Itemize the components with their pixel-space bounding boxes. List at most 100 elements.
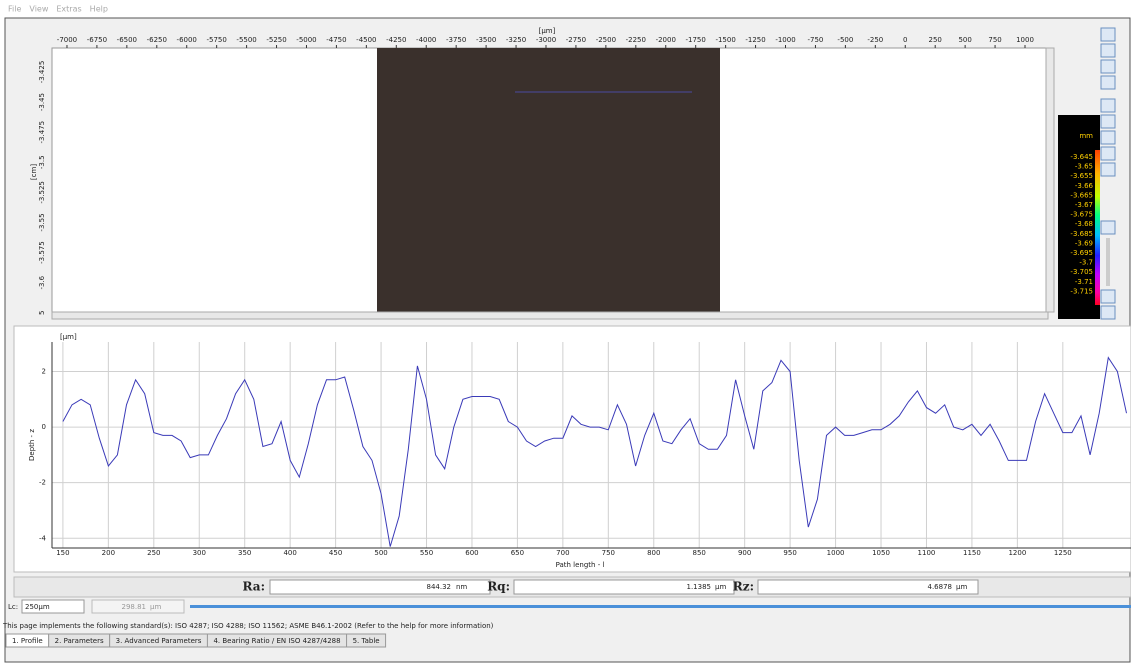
x-tick-label: -4000: [416, 36, 436, 44]
x-tick-label: -1250: [745, 36, 765, 44]
x-tick-label: 450: [329, 549, 342, 557]
colorbar: [1095, 150, 1100, 305]
x-tick-label: -7000: [57, 36, 77, 44]
y-tick-label: -3.575: [38, 241, 46, 264]
tool-button[interactable]: [1101, 221, 1115, 234]
x-tick-label: -4250: [386, 36, 406, 44]
colorbar-label: -3.685: [1070, 230, 1093, 238]
x-tick-label: -250: [867, 36, 883, 44]
tool-button[interactable]: [1101, 306, 1115, 319]
slider[interactable]: [1106, 238, 1110, 286]
x-tick-label: -5500: [236, 36, 256, 44]
colorbar-label: -3.705: [1070, 268, 1093, 276]
x-tick-label: 1050: [872, 549, 890, 557]
x-tick-label: -6000: [177, 36, 197, 44]
rq-label: Rq:: [487, 580, 510, 594]
tool-button[interactable]: [1101, 163, 1115, 176]
x-tick-label: 750: [602, 549, 615, 557]
y-tick-label: -3.6: [38, 275, 46, 289]
y-tick-label: -3.5: [38, 155, 46, 169]
y-tick-label: -3.45: [38, 93, 46, 111]
profile-panel: [14, 326, 1131, 572]
x-tick-label: -6500: [117, 36, 137, 44]
rz-value: 4.6878: [928, 583, 953, 591]
x-tick-label: -500: [837, 36, 853, 44]
app-window: [µm] [cm] mm [µm] Path length - l Depth …: [0, 0, 1131, 664]
menu-item[interactable]: View: [29, 5, 48, 14]
x-tick-label: 300: [193, 549, 206, 557]
x-tick-label: -5000: [296, 36, 316, 44]
colorbar-label: -3.66: [1075, 182, 1094, 190]
x-tick-label: -3000: [536, 36, 556, 44]
menu-item[interactable]: Help: [90, 5, 108, 14]
tool-button[interactable]: [1101, 290, 1115, 303]
standards-note: This page implements the following stand…: [2, 622, 494, 630]
y-tick-label: -3.475: [38, 121, 46, 144]
rz-label: Rz:: [733, 580, 754, 594]
tool-button[interactable]: [1101, 115, 1115, 128]
colorbar-label: -3.695: [1070, 249, 1093, 257]
tool-button[interactable]: [1101, 76, 1115, 89]
y-tick-label: -3.425: [38, 61, 46, 84]
x-tick-label: 200: [102, 549, 115, 557]
tool-button[interactable]: [1101, 99, 1115, 112]
chart-unit: [µm]: [60, 333, 77, 341]
colorbar-label: -3.715: [1070, 287, 1093, 295]
tab-label: 1. Profile: [12, 637, 43, 645]
lc-label: Lc:: [8, 603, 18, 611]
rz-unit: µm: [956, 583, 967, 591]
y-unit: [cm]: [30, 164, 38, 180]
tool-button[interactable]: [1101, 44, 1115, 57]
x-tick-label: 150: [56, 549, 69, 557]
x-tick-label: 900: [738, 549, 751, 557]
colorbar-label: -3.71: [1075, 278, 1093, 286]
x-tick-label: -6250: [147, 36, 167, 44]
ra-unit: nm: [456, 583, 467, 591]
x-tick-label: -1750: [686, 36, 706, 44]
x-tick-label: 1200: [1008, 549, 1026, 557]
progress-bar: [190, 605, 1131, 608]
tool-button[interactable]: [1101, 28, 1115, 41]
y-tick-label: 2: [42, 367, 46, 375]
y-axis-label: Depth - z: [28, 429, 36, 461]
tool-button[interactable]: [1101, 131, 1115, 144]
tool-button[interactable]: [1101, 147, 1115, 160]
tab-label: 2. Parameters: [55, 637, 104, 645]
h-scrollbar[interactable]: [52, 312, 1048, 319]
y-tick-label: -4: [39, 534, 47, 542]
x-tick-label: 1250: [1054, 549, 1072, 557]
x-tick-label: 800: [647, 549, 660, 557]
x-tick-label: -4500: [356, 36, 376, 44]
x-tick-label: -750: [807, 36, 823, 44]
menu-item[interactable]: Extras: [56, 5, 81, 14]
x-tick-label: 550: [420, 549, 433, 557]
x-tick-label: -4750: [326, 36, 346, 44]
x-tick-label: 1000: [827, 549, 845, 557]
tab-label: 3. Advanced Parameters: [116, 637, 202, 645]
colorbar-unit: mm: [1079, 132, 1093, 140]
x-tick-label: 0: [903, 36, 907, 44]
x-tick-label: -2750: [566, 36, 586, 44]
y-tick-label: 5: [38, 311, 46, 315]
y-tick-label: -3.55: [38, 213, 46, 231]
x-tick-label: 400: [283, 549, 296, 557]
x-tick-label: 600: [465, 549, 478, 557]
menu-item[interactable]: File: [8, 5, 21, 14]
colorbar-label: -3.645: [1070, 153, 1093, 161]
colorbar-label: -3.68: [1075, 220, 1093, 228]
x-tick-label: -3250: [506, 36, 526, 44]
x-tick-label: -5750: [206, 36, 226, 44]
x-unit: [µm]: [539, 27, 556, 35]
x-tick-label: 850: [693, 549, 706, 557]
colorbar-label: -3.65: [1075, 163, 1093, 171]
lc-value: 250µm: [25, 603, 50, 611]
ra-label: Ra:: [243, 580, 265, 594]
x-tick-label: 950: [783, 549, 796, 557]
x-tick-label: -6750: [87, 36, 107, 44]
ra-value: 844.32: [427, 583, 452, 591]
v-scrollbar[interactable]: [1046, 48, 1054, 312]
x-tick-label: 750: [988, 36, 1001, 44]
colorbar-label: -3.655: [1070, 172, 1093, 180]
surface-image: [377, 48, 720, 312]
tool-button[interactable]: [1101, 60, 1115, 73]
